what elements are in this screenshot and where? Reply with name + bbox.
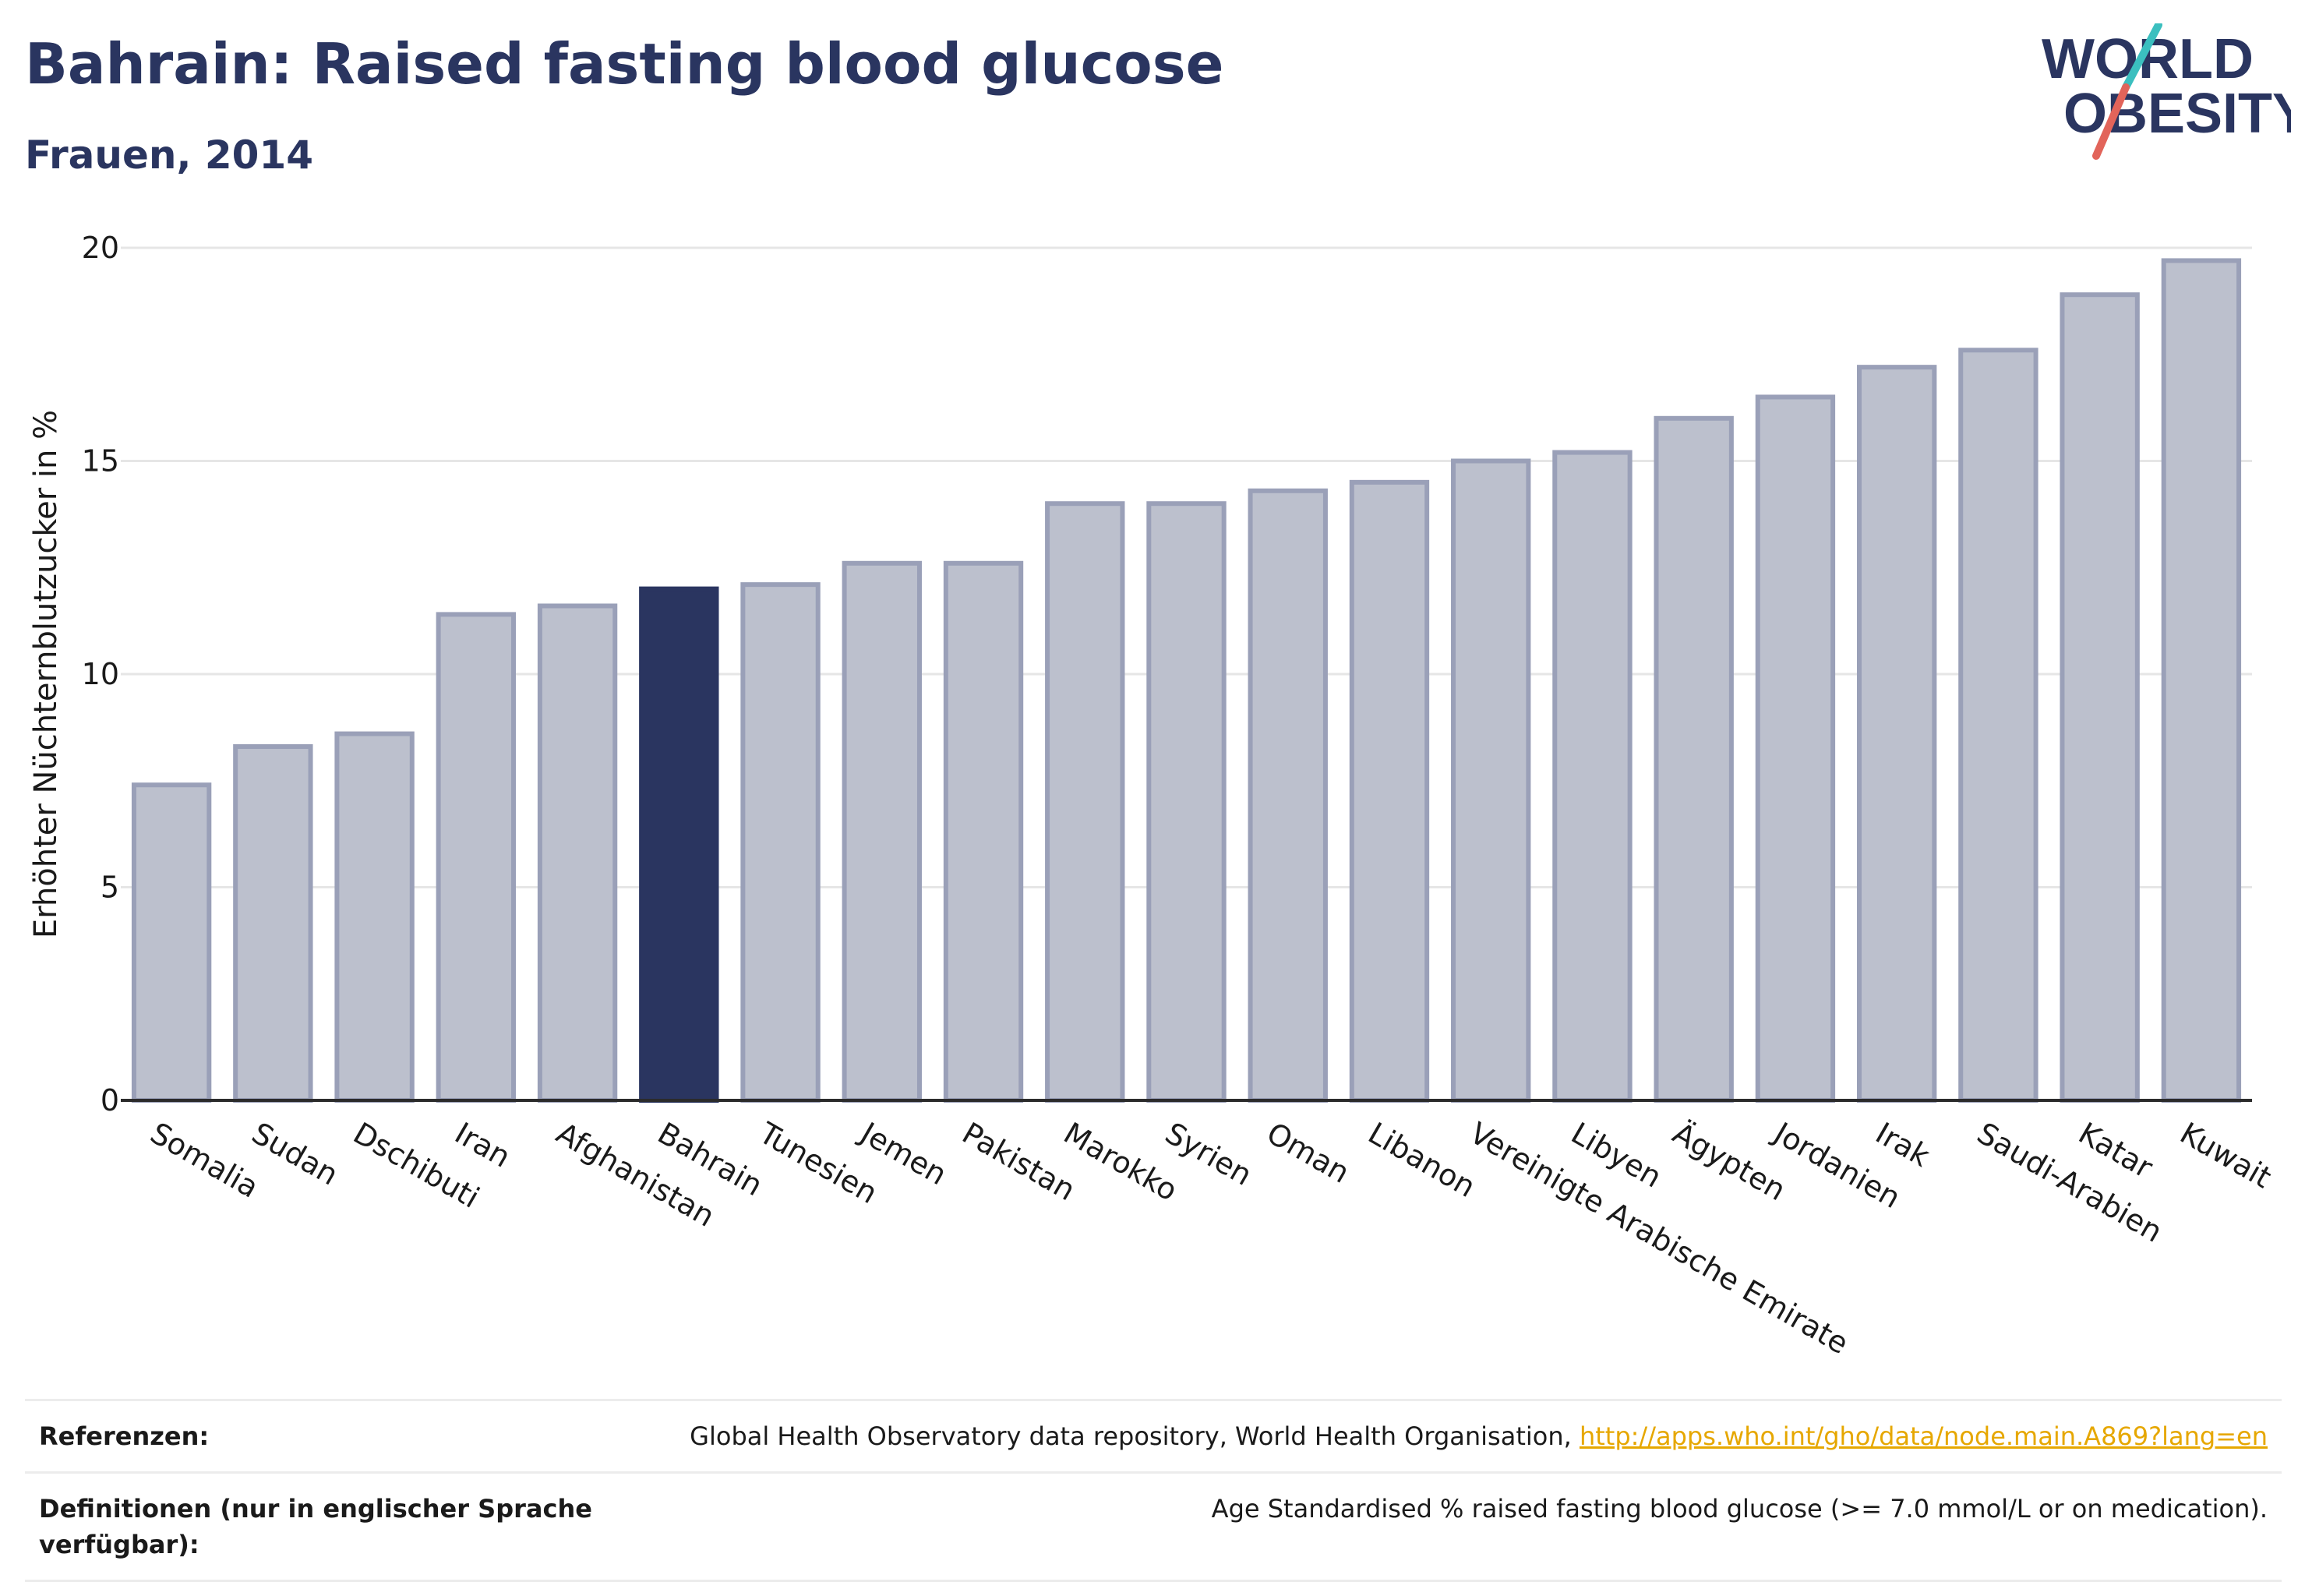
bar: [1349, 479, 1430, 1103]
bar: [436, 612, 517, 1103]
x-tick-label: Iran: [449, 1116, 516, 1174]
bar: [334, 731, 415, 1103]
y-tick-label: 20: [82, 231, 119, 265]
y-tick-label: 5: [101, 870, 119, 905]
bar: [943, 560, 1024, 1103]
bar: [1654, 415, 1734, 1103]
bars: [131, 258, 2242, 1103]
definitions-value: Age Standardised % raised fasting blood …: [1211, 1494, 2268, 1524]
bar: [537, 603, 618, 1103]
logo-stroke-teal-icon: [2122, 23, 2162, 91]
references-row: Referenzen: Global Health Observatory da…: [25, 1399, 2282, 1471]
bar: [2060, 292, 2140, 1103]
x-tick-label: Oman: [1261, 1116, 1355, 1190]
bar: [1248, 488, 1328, 1103]
bar: [2161, 258, 2242, 1103]
definitions-row: Definitionen (nur in englischer Sprache …: [25, 1471, 2282, 1582]
bar: [1451, 458, 1531, 1103]
bar: [1755, 394, 1836, 1103]
bar: [131, 782, 212, 1103]
bar: [233, 743, 313, 1103]
x-tick-label: Irak: [1870, 1116, 1936, 1174]
bar: [1958, 348, 2038, 1103]
x-tick-label: Pakistan: [957, 1116, 1082, 1208]
y-axis-label: Erhöhter Nüchternblutzucker in %: [28, 410, 64, 938]
y-axis-ticks: 0 5 10 15 20: [82, 231, 119, 1118]
page-subtitle: Frauen, 2014: [25, 132, 314, 178]
definitions-label: Definitionen (nur in englischer Sprache …: [39, 1494, 592, 1559]
bar: [1045, 501, 1125, 1103]
references-text: Global Health Observatory data repositor…: [690, 1421, 1580, 1451]
y-tick-label: 0: [101, 1083, 119, 1118]
references-value: Global Health Observatory data repositor…: [690, 1418, 2268, 1454]
references-link[interactable]: http://apps.who.int/gho/data/node.main.A…: [1579, 1421, 2268, 1451]
x-tick-label: Somalia: [145, 1116, 265, 1205]
references-table: Referenzen: Global Health Observatory da…: [25, 1399, 2282, 1582]
page-title: Bahrain: Raised fasting blood glucose: [25, 31, 1224, 97]
bar: [1146, 501, 1227, 1103]
references-label: Referenzen:: [39, 1421, 210, 1451]
y-tick-label: 10: [82, 657, 119, 691]
x-tick-label: Libanon: [1362, 1116, 1481, 1204]
x-tick-label: Marokko: [1058, 1116, 1184, 1208]
bar: [740, 582, 821, 1103]
logo-stroke-coral-icon: [2092, 83, 2130, 160]
bar: [1856, 365, 1937, 1103]
x-tick-label: Kuwait: [2174, 1116, 2277, 1195]
bar: [1552, 450, 1633, 1103]
bar: [842, 560, 922, 1103]
y-tick-label: 15: [82, 444, 119, 478]
bar-highlighted: [639, 586, 719, 1103]
world-obesity-logo: WORLD OBESITY: [2042, 23, 2291, 160]
x-tick-label: Ägypten: [1667, 1116, 1791, 1208]
